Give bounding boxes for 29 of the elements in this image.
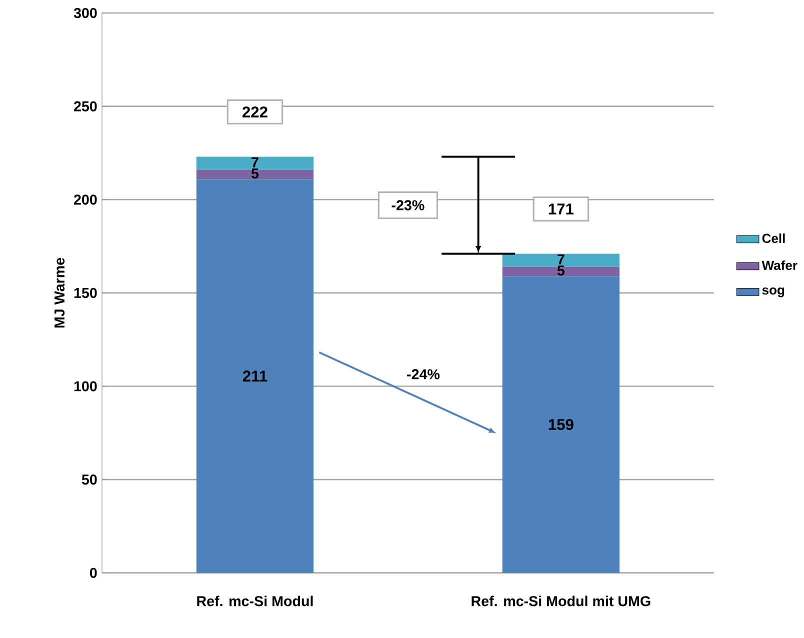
legend-label: Wafer [762,260,798,270]
y-axis-title: MJ Warme [54,258,65,328]
bar [196,156,314,170]
data-label: 211 [242,370,268,382]
y-tick-label: 150 [74,288,97,298]
legend-label: Cell [762,233,785,244]
y-tick-label: 100 [74,381,97,392]
bar [502,276,620,573]
y-tick-label: 0 [90,568,97,578]
x-tick-label: Ref. mc-Si Modul mit UMG [472,596,650,606]
data-label: 7 [252,157,258,168]
y-tick-label: 200 [74,194,97,205]
data-label: 5 [251,168,259,179]
data-label: 7 [558,254,564,264]
bar [502,254,620,267]
annotation: -23% [392,200,424,210]
annotation: -24% [407,369,440,380]
x-tick-label: Ref. mc-Si Modul [197,596,313,606]
bar [196,179,314,573]
y-tick-label: 50 [82,474,97,485]
y-tick-label: 300 [74,8,97,18]
total-label: 171 [548,204,574,214]
data-label: 5 [557,266,565,276]
legend-label: sog [762,287,784,298]
bar [502,266,620,276]
total-label: 222 [242,106,268,118]
y-tick-label: 250 [74,101,97,112]
bar [196,170,314,180]
data-label: 159 [548,419,574,430]
